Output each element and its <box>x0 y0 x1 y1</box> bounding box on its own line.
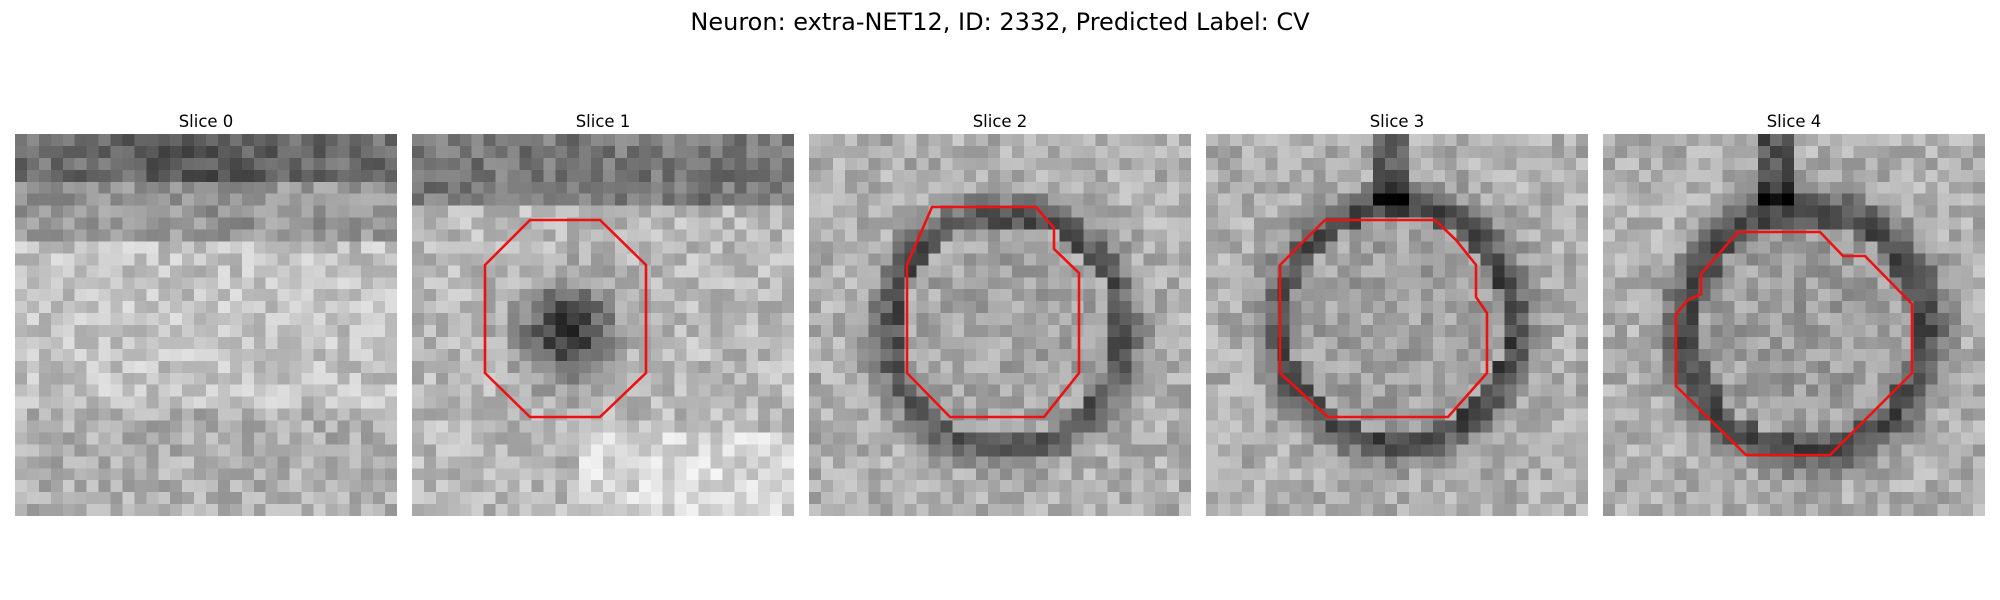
slice-image <box>1206 134 1588 516</box>
slice-panel-1: Slice 1 <box>412 110 794 516</box>
grayscale-micrograph <box>1603 134 1985 516</box>
slice-title: Slice 1 <box>575 112 631 131</box>
slice-title: Slice 4 <box>1766 112 1822 131</box>
slice-image <box>1603 134 1985 516</box>
slice-panel-0: Slice 0 <box>15 110 397 516</box>
slice-title: Slice 0 <box>178 112 234 131</box>
grayscale-micrograph <box>1206 134 1588 516</box>
roi-contour-overlay <box>483 218 648 419</box>
slice-image <box>809 134 1191 516</box>
slice-image <box>412 134 794 516</box>
roi-contour-overlay <box>1674 230 1914 457</box>
slice-title: Slice 3 <box>1369 112 1425 131</box>
roi-contour <box>1674 230 1914 457</box>
roi-contour-overlay <box>1278 218 1489 419</box>
slice-image <box>15 134 397 516</box>
slice-panel-3: Slice 3 <box>1206 110 1588 516</box>
slice-panel-4: Slice 4 <box>1603 110 1985 516</box>
figure-title: Neuron: extra-NET12, ID: 2332, Predicted… <box>690 8 1310 36</box>
roi-contour <box>483 218 648 419</box>
slice-panel-2: Slice 2 <box>809 110 1191 516</box>
slice-title: Slice 2 <box>972 112 1028 131</box>
grayscale-micrograph <box>809 134 1191 516</box>
roi-contour-overlay <box>905 205 1081 419</box>
grayscale-micrograph <box>15 134 397 516</box>
roi-contour <box>1278 218 1489 419</box>
grayscale-micrograph <box>412 134 794 516</box>
roi-contour <box>905 205 1081 419</box>
